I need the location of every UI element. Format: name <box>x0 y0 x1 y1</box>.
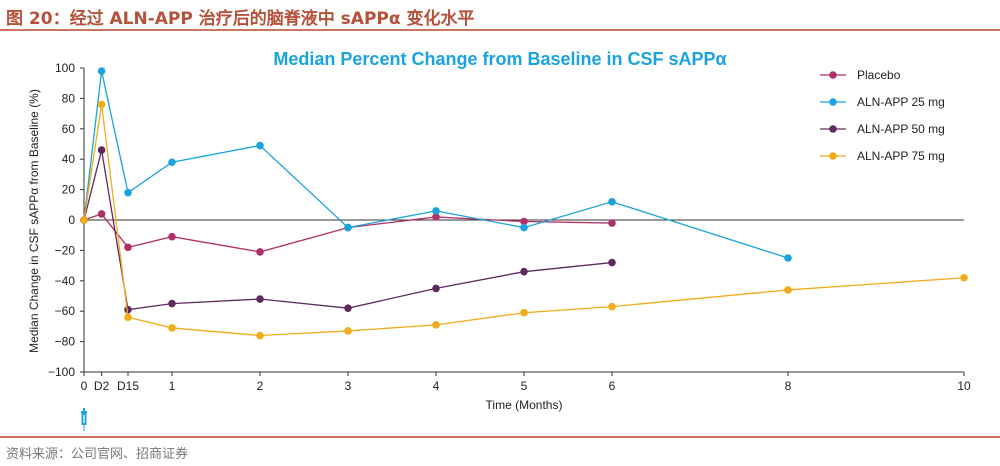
y-tick-label: −40 <box>55 274 76 288</box>
x-tick-label: 6 <box>609 379 616 393</box>
y-tick-label: 20 <box>62 183 76 197</box>
data-point <box>256 331 264 340</box>
data-point <box>520 267 528 276</box>
data-point <box>97 67 106 75</box>
legend-label: ALN-APP 25 mg <box>857 95 945 109</box>
x-tick-label: 1 <box>169 379 176 393</box>
x-tick-label: D2 <box>94 379 110 393</box>
data-point <box>344 304 352 312</box>
y-tick-label: 0 <box>68 213 75 227</box>
x-tick-label: 8 <box>785 379 792 393</box>
data-point <box>124 305 132 314</box>
x-axis-label: Time (Months) <box>486 398 563 412</box>
legend-item: Placebo <box>820 68 901 82</box>
series-line <box>83 70 789 259</box>
legend-label: ALN-APP 75 mg <box>857 149 945 163</box>
legend-label: Placebo <box>857 68 901 82</box>
data-point <box>432 207 440 215</box>
x-tick-label: D15 <box>117 379 139 393</box>
chart-title: Median Percent Change from Baseline in C… <box>273 49 726 69</box>
legend-swatch-marker <box>829 98 837 106</box>
legend-item: ALN-APP 25 mg <box>820 95 945 109</box>
y-tick-label: −80 <box>55 335 76 349</box>
source-divider <box>0 436 1000 438</box>
data-point <box>256 248 264 256</box>
x-tick-label: 2 <box>257 379 264 393</box>
y-tick-label: −100 <box>48 365 75 379</box>
y-tick-label: 40 <box>62 152 76 166</box>
x-tick-label: 0 <box>81 379 88 393</box>
caption-divider <box>0 29 1000 31</box>
legend-label: ALN-APP 50 mg <box>857 122 945 136</box>
data-point <box>80 216 88 224</box>
data-point <box>97 210 106 218</box>
x-tick-label: 3 <box>345 379 352 393</box>
legend-swatch-marker <box>829 71 837 79</box>
data-point <box>344 223 352 232</box>
data-point <box>520 308 528 317</box>
legend-item: ALN-APP 50 mg <box>820 122 945 136</box>
data-point <box>256 141 264 150</box>
data-point <box>168 299 176 308</box>
x-tick-label: 10 <box>957 379 971 393</box>
data-point <box>608 258 616 267</box>
plot-area: −100 −80 −60 −40 −20 0 20 40 60 80 100 0 D2 D15 1 2 3 4 5 6… <box>48 61 971 393</box>
legend-item: ALN-APP 75 mg <box>820 149 945 163</box>
y-axis-label: Median Change in CSF sAPPα from Baseline… <box>27 89 41 353</box>
series-4 <box>80 100 968 340</box>
syringe-icon <box>81 408 87 431</box>
y-tick-label: 80 <box>62 91 76 105</box>
y-tick-label: −60 <box>55 304 76 318</box>
data-point <box>168 158 176 167</box>
data-point <box>168 232 176 241</box>
series-layer <box>80 67 968 340</box>
data-point <box>608 219 616 227</box>
data-point <box>124 313 132 322</box>
legend-swatch-marker <box>829 125 837 133</box>
data-point <box>784 254 792 262</box>
data-point <box>432 213 440 221</box>
series-1 <box>80 210 616 256</box>
data-point <box>432 284 440 293</box>
data-point <box>960 273 968 282</box>
data-point <box>124 188 132 197</box>
data-point <box>608 197 616 206</box>
y-tick-label: −20 <box>55 243 76 257</box>
data-point <box>344 327 352 335</box>
data-point <box>168 324 176 332</box>
x-tick-label: 4 <box>433 379 440 393</box>
figure-caption: 图 20：经过 ALN-APP 治疗后的脑脊液中 sAPPα 变化水平 <box>6 9 475 29</box>
data-point <box>256 295 264 303</box>
line-chart: Median Percent Change from Baseline in C… <box>27 49 971 431</box>
data-point <box>520 217 528 226</box>
x-tick-label: 5 <box>521 379 528 393</box>
y-tick-label: 60 <box>62 122 76 136</box>
data-point <box>97 146 106 154</box>
data-point <box>97 100 106 109</box>
data-point <box>784 286 792 294</box>
series-2 <box>80 67 792 262</box>
source-note: 资料来源：公司官网、招商证券 <box>6 447 189 462</box>
data-point <box>608 302 616 311</box>
legend-swatch-marker <box>829 152 837 160</box>
y-tick-label: 100 <box>55 61 75 75</box>
legend: Placebo ALN-APP 25 mg ALN-APP 50 mg ALN-APP… <box>820 68 945 163</box>
data-point <box>432 321 440 329</box>
data-point <box>124 243 132 252</box>
data-point <box>520 223 528 232</box>
